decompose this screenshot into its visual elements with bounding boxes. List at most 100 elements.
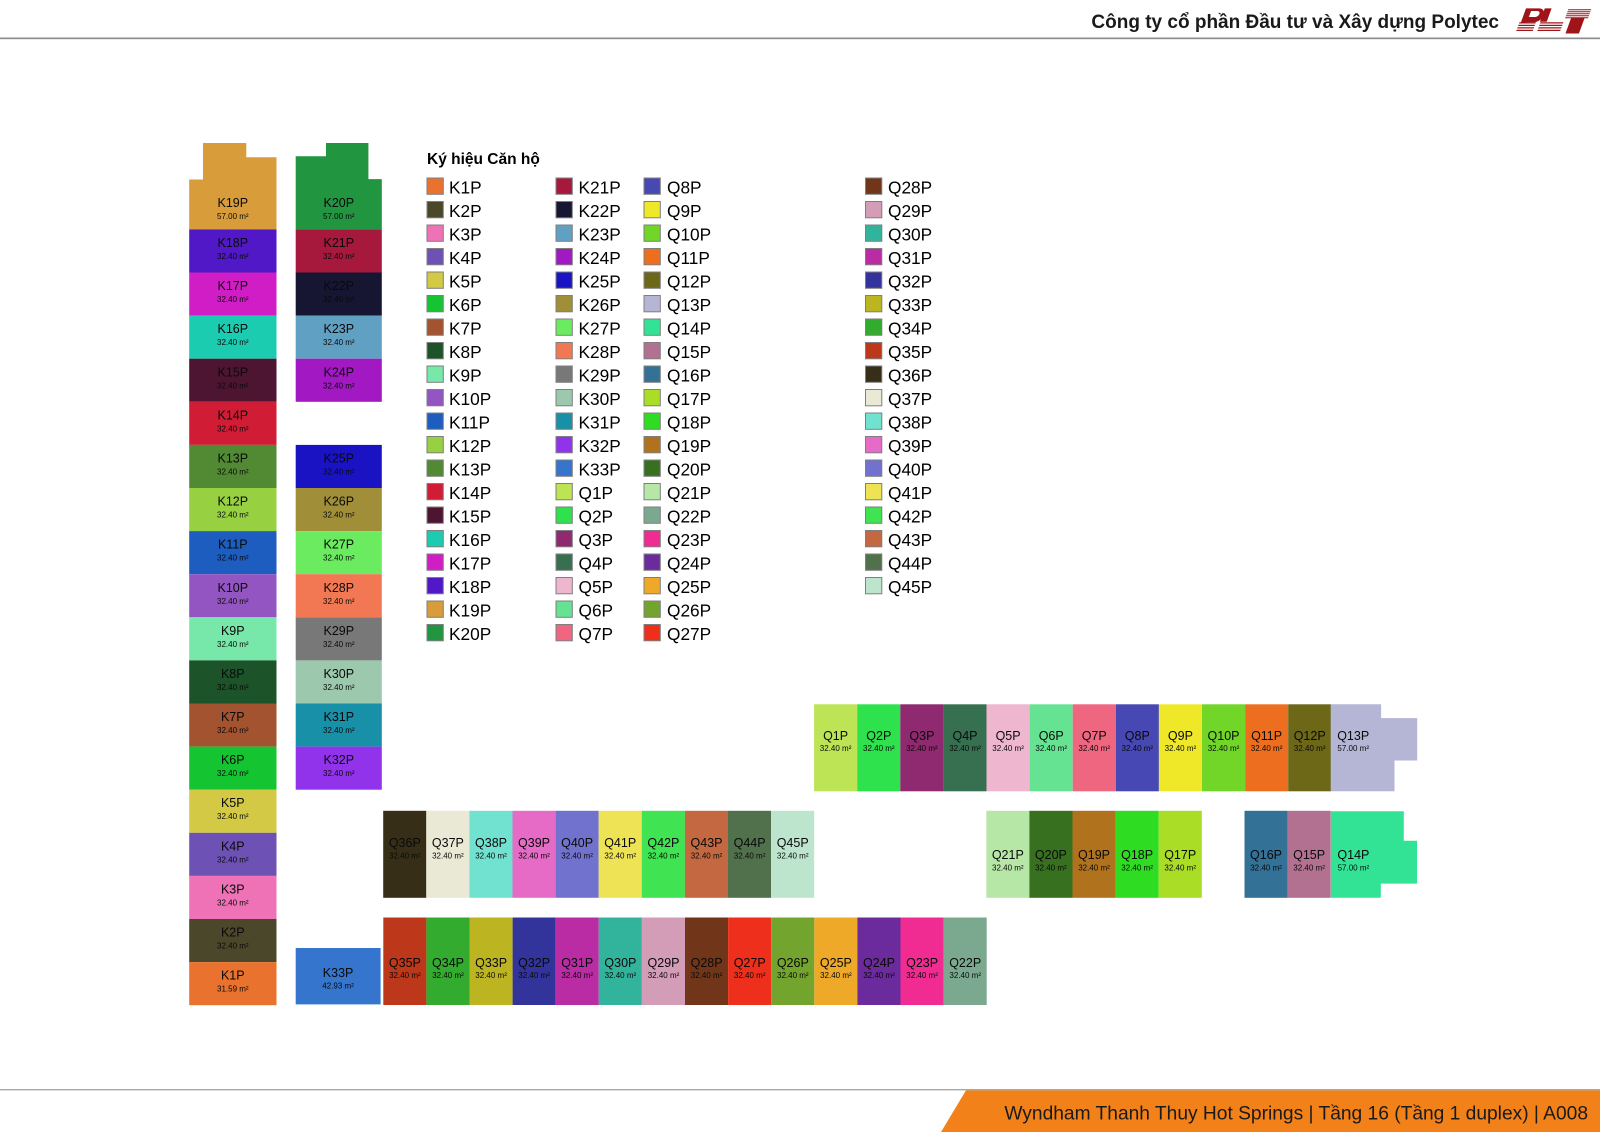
svg-text:Q8P: Q8P <box>667 177 702 197</box>
svg-text:Q28P: Q28P <box>691 956 723 970</box>
svg-text:32.40 m²: 32.40 m² <box>217 295 249 304</box>
svg-text:32.40 m²: 32.40 m² <box>217 942 249 951</box>
svg-text:Q12P: Q12P <box>1294 729 1326 743</box>
svg-text:Q16P: Q16P <box>667 365 711 385</box>
svg-text:Q9P: Q9P <box>667 201 702 221</box>
svg-text:Q13P: Q13P <box>667 295 711 315</box>
svg-text:Q7P: Q7P <box>1082 729 1107 743</box>
svg-text:32.40 m²: 32.40 m² <box>1078 744 1110 753</box>
svg-text:Q33P: Q33P <box>888 295 932 315</box>
svg-text:32.40 m²: 32.40 m² <box>604 852 636 861</box>
svg-text:K18P: K18P <box>449 577 491 597</box>
svg-text:Q45P: Q45P <box>888 577 932 597</box>
svg-text:32.40 m²: 32.40 m² <box>217 511 249 520</box>
svg-text:Q38P: Q38P <box>475 836 507 850</box>
svg-text:32.40 m²: 32.40 m² <box>1078 864 1110 873</box>
svg-text:K14P: K14P <box>449 483 491 503</box>
svg-text:32.40 m²: 32.40 m² <box>1035 744 1067 753</box>
svg-text:K10P: K10P <box>218 581 249 595</box>
svg-text:Q26P: Q26P <box>667 600 711 620</box>
svg-text:K5P: K5P <box>221 796 245 810</box>
svg-text:32.40 m²: 32.40 m² <box>323 726 355 735</box>
svg-text:Q25P: Q25P <box>820 956 852 970</box>
svg-text:Q33P: Q33P <box>475 956 507 970</box>
svg-text:Q35P: Q35P <box>389 956 421 970</box>
svg-text:Q43P: Q43P <box>691 836 723 850</box>
svg-text:32.40 m²: 32.40 m² <box>820 971 852 980</box>
svg-text:K6P: K6P <box>221 753 245 767</box>
svg-text:32.40 m²: 32.40 m² <box>992 744 1024 753</box>
svg-text:32.40 m²: 32.40 m² <box>906 744 938 753</box>
svg-text:32.40 m²: 32.40 m² <box>217 812 249 821</box>
svg-text:Q2P: Q2P <box>579 506 614 526</box>
svg-text:K6P: K6P <box>449 295 482 315</box>
svg-text:K29P: K29P <box>579 365 621 385</box>
svg-text:Q19P: Q19P <box>667 436 711 456</box>
svg-text:32.40 m²: 32.40 m² <box>1250 864 1282 873</box>
svg-text:Q9P: Q9P <box>1168 729 1193 743</box>
svg-text:32.40 m²: 32.40 m² <box>734 971 766 980</box>
svg-text:Q19P: Q19P <box>1078 848 1110 862</box>
svg-text:Q42P: Q42P <box>888 506 932 526</box>
svg-text:Q5P: Q5P <box>579 577 614 597</box>
svg-text:Q3P: Q3P <box>909 729 934 743</box>
svg-text:K12P: K12P <box>449 436 491 456</box>
svg-text:32.40 m²: 32.40 m² <box>949 971 981 980</box>
svg-text:Q29P: Q29P <box>888 201 932 221</box>
svg-text:32.40 m²: 32.40 m² <box>648 852 680 861</box>
svg-text:32.40 m²: 32.40 m² <box>217 640 249 649</box>
svg-text:32.40 m²: 32.40 m² <box>323 467 355 476</box>
svg-text:32.40 m²: 32.40 m² <box>323 554 355 563</box>
svg-text:K2P: K2P <box>449 201 482 221</box>
svg-text:K13P: K13P <box>218 451 249 465</box>
svg-text:Q29P: Q29P <box>648 956 680 970</box>
svg-text:32.40 m²: 32.40 m² <box>475 852 507 861</box>
svg-text:Q11P: Q11P <box>1251 729 1282 743</box>
svg-text:32.40 m²: 32.40 m² <box>217 769 249 778</box>
svg-text:Q15P: Q15P <box>667 342 711 362</box>
svg-text:32.40 m²: 32.40 m² <box>561 852 593 861</box>
svg-text:Q30P: Q30P <box>604 956 636 970</box>
svg-text:32.40 m²: 32.40 m² <box>389 971 421 980</box>
svg-text:32.40 m²: 32.40 m² <box>1293 864 1325 873</box>
svg-text:Q35P: Q35P <box>888 342 932 362</box>
svg-text:32.40 m²: 32.40 m² <box>561 971 593 980</box>
svg-text:Q18P: Q18P <box>667 412 711 432</box>
svg-text:Q28P: Q28P <box>888 177 932 197</box>
svg-text:Q8P: Q8P <box>1125 729 1150 743</box>
svg-text:Q17P: Q17P <box>1164 848 1196 862</box>
svg-text:32.40 m²: 32.40 m² <box>518 971 550 980</box>
svg-text:K13P: K13P <box>449 459 491 479</box>
svg-text:32.40 m²: 32.40 m² <box>432 971 464 980</box>
svg-text:K4P: K4P <box>449 248 482 268</box>
svg-text:32.40 m²: 32.40 m² <box>518 852 550 861</box>
svg-text:K7P: K7P <box>221 710 245 724</box>
svg-text:K19P: K19P <box>218 196 249 210</box>
svg-text:K24P: K24P <box>579 248 621 268</box>
svg-text:Wyndham Thanh Thuy Hot Springs: Wyndham Thanh Thuy Hot Springs | Tầng 16… <box>1004 1103 1588 1124</box>
svg-text:32.40 m²: 32.40 m² <box>323 511 355 520</box>
svg-text:K2P: K2P <box>221 926 245 940</box>
svg-text:32.40 m²: 32.40 m² <box>217 898 249 907</box>
svg-text:K31P: K31P <box>324 710 355 724</box>
svg-text:32.40 m²: 32.40 m² <box>863 971 895 980</box>
svg-text:Q30P: Q30P <box>888 224 932 244</box>
svg-text:Q36P: Q36P <box>888 365 932 385</box>
svg-text:Q43P: Q43P <box>888 530 932 550</box>
svg-text:32.40 m²: 32.40 m² <box>1251 744 1283 753</box>
svg-text:32.40 m²: 32.40 m² <box>323 640 355 649</box>
svg-text:Q24P: Q24P <box>667 553 711 573</box>
svg-text:K25P: K25P <box>324 451 355 465</box>
svg-text:Q1P: Q1P <box>579 483 614 503</box>
svg-text:K12P: K12P <box>218 495 249 509</box>
svg-text:32.40 m²: 32.40 m² <box>323 252 355 261</box>
svg-text:32.40 m²: 32.40 m² <box>217 855 249 864</box>
svg-text:Q6P: Q6P <box>579 600 614 620</box>
svg-text:32.40 m²: 32.40 m² <box>949 744 981 753</box>
svg-text:32.40 m²: 32.40 m² <box>777 971 809 980</box>
svg-text:Q36P: Q36P <box>389 836 421 850</box>
svg-text:Q1P: Q1P <box>823 729 848 743</box>
svg-text:K22P: K22P <box>324 279 355 293</box>
svg-text:57.00 m²: 57.00 m² <box>1338 864 1370 873</box>
svg-text:Q20P: Q20P <box>1035 848 1067 862</box>
